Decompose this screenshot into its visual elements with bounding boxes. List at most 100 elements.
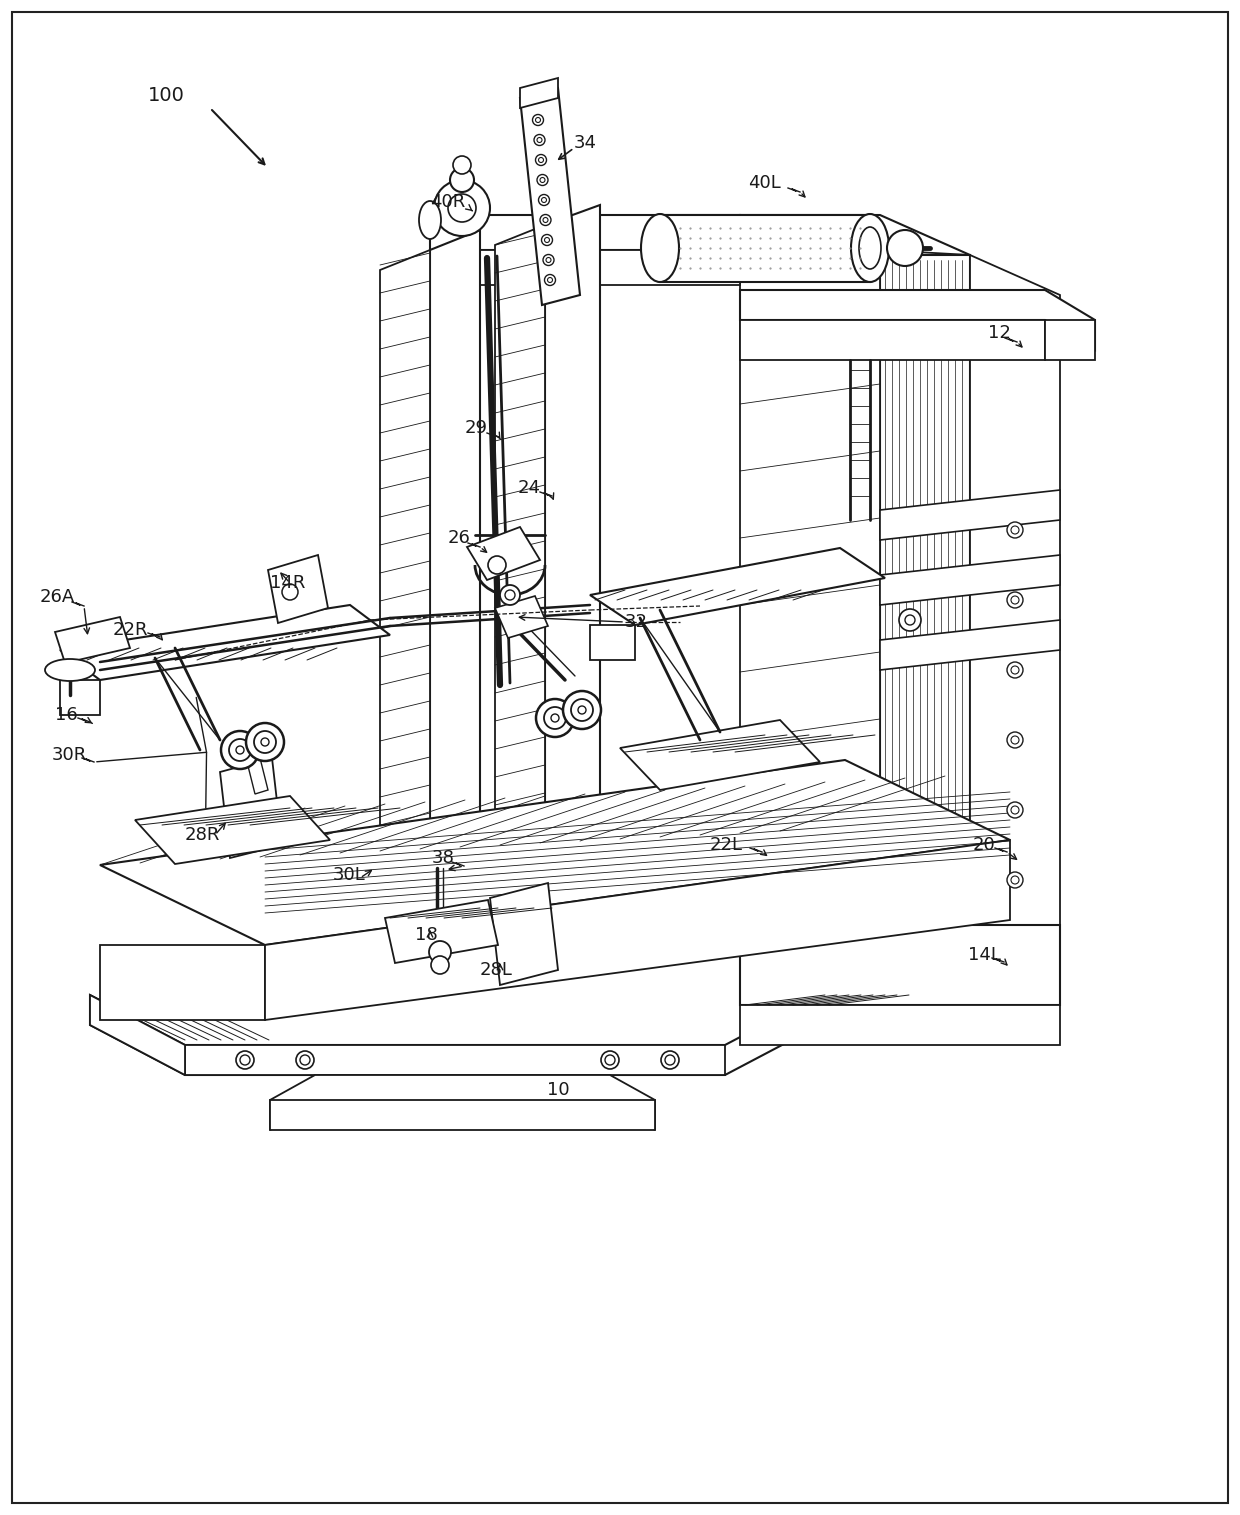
Polygon shape — [740, 926, 1060, 1004]
Polygon shape — [185, 1045, 725, 1076]
Polygon shape — [546, 205, 600, 865]
Ellipse shape — [419, 201, 441, 239]
Polygon shape — [495, 226, 546, 885]
Circle shape — [281, 583, 298, 600]
Circle shape — [544, 274, 556, 285]
Circle shape — [538, 194, 549, 206]
Polygon shape — [430, 250, 740, 285]
Circle shape — [489, 556, 506, 574]
Polygon shape — [590, 548, 885, 626]
Circle shape — [536, 118, 541, 123]
Circle shape — [605, 1054, 615, 1065]
Circle shape — [1011, 736, 1019, 744]
Polygon shape — [100, 945, 265, 1020]
Circle shape — [537, 138, 542, 142]
Polygon shape — [1045, 320, 1095, 361]
Text: 14L: 14L — [968, 945, 1001, 964]
Polygon shape — [91, 995, 820, 1076]
Text: 12: 12 — [988, 324, 1011, 342]
Circle shape — [1007, 523, 1023, 538]
Text: 40R: 40R — [430, 192, 465, 211]
Text: 26A: 26A — [40, 588, 76, 606]
Polygon shape — [379, 250, 430, 920]
Circle shape — [434, 180, 490, 236]
Circle shape — [543, 255, 554, 265]
Polygon shape — [467, 527, 539, 580]
Text: 40L: 40L — [748, 174, 781, 192]
Polygon shape — [880, 489, 1060, 539]
Circle shape — [1007, 801, 1023, 818]
Polygon shape — [970, 255, 1060, 1004]
Polygon shape — [520, 88, 580, 305]
Circle shape — [246, 723, 284, 761]
Circle shape — [1007, 873, 1023, 888]
Circle shape — [578, 706, 587, 714]
Circle shape — [887, 230, 923, 267]
Text: 26: 26 — [448, 529, 471, 547]
Circle shape — [899, 609, 921, 632]
Text: 28L: 28L — [480, 961, 513, 979]
Circle shape — [538, 158, 543, 162]
Circle shape — [1011, 667, 1019, 674]
Text: 29: 29 — [465, 420, 489, 436]
Circle shape — [254, 732, 277, 753]
Text: 32: 32 — [625, 614, 649, 632]
Circle shape — [241, 1054, 250, 1065]
Polygon shape — [490, 883, 558, 985]
Circle shape — [221, 732, 259, 770]
Circle shape — [429, 941, 451, 964]
Polygon shape — [590, 626, 635, 661]
Text: 24: 24 — [518, 479, 541, 497]
Polygon shape — [430, 215, 740, 250]
Polygon shape — [880, 554, 1060, 604]
Circle shape — [450, 168, 474, 192]
Polygon shape — [880, 620, 1060, 670]
Polygon shape — [660, 215, 870, 282]
Polygon shape — [219, 758, 281, 857]
Circle shape — [300, 1054, 310, 1065]
Circle shape — [236, 745, 244, 754]
Circle shape — [601, 1051, 619, 1070]
Circle shape — [1007, 662, 1023, 679]
Polygon shape — [55, 617, 130, 664]
Circle shape — [665, 1054, 675, 1065]
Text: 10: 10 — [547, 1082, 569, 1098]
Text: 16: 16 — [55, 706, 78, 724]
Ellipse shape — [859, 227, 880, 270]
Circle shape — [453, 156, 471, 174]
Polygon shape — [100, 761, 1011, 945]
Text: 28R: 28R — [185, 826, 221, 844]
Circle shape — [543, 218, 548, 223]
Text: 20: 20 — [973, 836, 996, 854]
Circle shape — [534, 135, 546, 145]
Circle shape — [260, 738, 269, 745]
Circle shape — [296, 1051, 314, 1070]
Circle shape — [236, 1051, 254, 1070]
Circle shape — [1011, 876, 1019, 883]
Circle shape — [229, 739, 250, 761]
Circle shape — [539, 215, 551, 226]
Text: 18: 18 — [415, 926, 438, 944]
Polygon shape — [740, 289, 1095, 350]
Circle shape — [570, 698, 593, 721]
Polygon shape — [740, 215, 970, 285]
Circle shape — [542, 197, 547, 203]
Polygon shape — [740, 320, 1045, 361]
Circle shape — [1007, 732, 1023, 748]
Circle shape — [661, 1051, 680, 1070]
Circle shape — [546, 258, 551, 262]
Text: 30R: 30R — [52, 745, 87, 764]
Polygon shape — [620, 720, 820, 789]
Ellipse shape — [45, 659, 95, 682]
Polygon shape — [268, 554, 329, 623]
Circle shape — [536, 155, 547, 165]
Circle shape — [1011, 595, 1019, 604]
Circle shape — [448, 194, 476, 223]
Polygon shape — [91, 995, 185, 1076]
Polygon shape — [740, 250, 880, 285]
Circle shape — [1007, 592, 1023, 608]
Text: 14R: 14R — [270, 574, 305, 592]
Text: 30L: 30L — [334, 867, 366, 883]
Polygon shape — [135, 795, 330, 864]
Circle shape — [542, 235, 553, 245]
